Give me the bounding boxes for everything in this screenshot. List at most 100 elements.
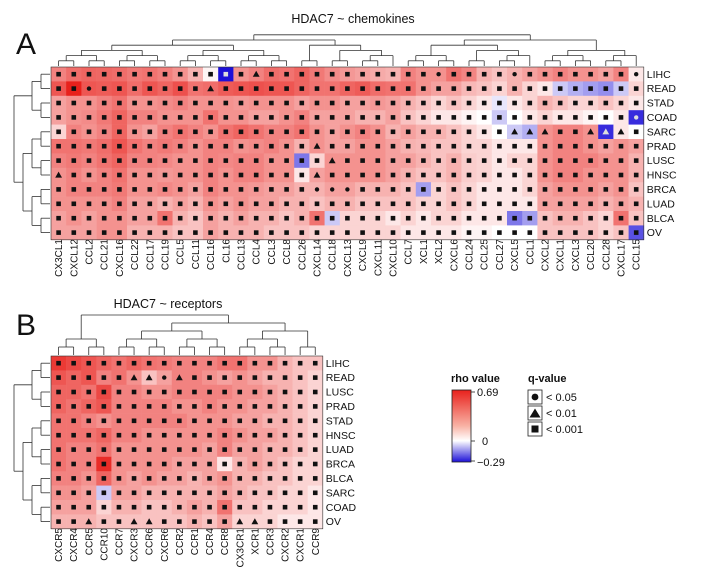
marker-square — [117, 100, 122, 106]
heatmap-frame — [50, 66, 645, 241]
marker-square — [208, 215, 213, 221]
marker-square — [222, 432, 227, 438]
marker-square — [116, 476, 122, 481]
marker-square — [451, 215, 457, 221]
heatmap-frame — [50, 355, 324, 530]
marker-square — [390, 158, 396, 163]
marker-square — [208, 187, 213, 192]
marker-square — [117, 230, 122, 235]
marker-square — [71, 418, 76, 424]
marker-square — [542, 187, 548, 192]
marker-square — [297, 375, 303, 380]
marker-square — [193, 187, 198, 192]
marker-square — [345, 129, 350, 135]
marker-square — [252, 490, 258, 496]
column-label: CCL7 — [404, 239, 415, 265]
marker-square — [56, 71, 61, 77]
marker-square — [603, 230, 609, 235]
marker-square — [86, 447, 92, 452]
marker-square — [147, 100, 153, 106]
marker-square — [481, 115, 487, 120]
marker-square — [421, 115, 426, 120]
marker-square — [56, 100, 61, 106]
panel-letter-b: B — [16, 309, 36, 342]
marker-square — [436, 143, 441, 149]
marker-triangle — [587, 128, 594, 135]
marker-square — [618, 115, 624, 120]
marker-square — [208, 201, 213, 207]
marker-square — [451, 71, 457, 77]
marker-square — [542, 158, 548, 163]
marker-square — [101, 432, 107, 438]
marker-square — [360, 201, 365, 207]
column-label: CCL27 — [495, 239, 506, 271]
marker-square — [421, 158, 426, 163]
marker-square — [237, 375, 243, 380]
marker-square — [101, 504, 107, 510]
marker-square — [527, 215, 533, 221]
marker-square — [253, 230, 259, 235]
marker-square — [282, 432, 288, 438]
marker-square — [238, 215, 244, 221]
marker-square — [282, 389, 288, 395]
marker-square — [375, 143, 381, 149]
marker-square — [345, 201, 350, 207]
marker-square — [312, 519, 318, 524]
marker-square — [177, 389, 182, 395]
marker-square — [284, 187, 289, 192]
marker-square — [603, 158, 609, 163]
marker-square — [512, 172, 517, 178]
marker-square — [284, 115, 289, 120]
marker-square — [269, 86, 274, 91]
marker-square — [132, 215, 137, 221]
marker-square — [71, 86, 77, 91]
marker-square — [56, 375, 61, 380]
column-label: CCL19 — [161, 239, 172, 271]
marker-square — [208, 129, 213, 135]
marker-square — [177, 71, 183, 77]
marker-square — [312, 418, 318, 424]
marker-square — [56, 158, 61, 163]
marker-square — [237, 432, 243, 438]
marker-square — [177, 418, 182, 424]
column-label: CCL11 — [191, 239, 202, 270]
marker-square — [512, 115, 517, 120]
marker-square — [223, 115, 229, 120]
marker-square — [252, 418, 258, 424]
marker-square — [86, 71, 92, 77]
row-label: LUAD — [647, 198, 675, 210]
marker-square — [421, 129, 426, 135]
marker-square — [390, 187, 396, 192]
marker-square — [222, 404, 227, 409]
marker-square — [421, 187, 426, 192]
marker-square — [192, 490, 197, 496]
marker-square — [451, 86, 457, 91]
marker-square — [86, 115, 92, 120]
row-label: BRCA — [326, 459, 355, 471]
marker-square — [588, 230, 593, 235]
marker-square — [329, 201, 335, 207]
marker-square — [282, 418, 288, 424]
marker-square — [253, 143, 259, 149]
marker-square — [223, 172, 229, 178]
marker-square — [312, 389, 318, 395]
marker-square — [162, 230, 168, 235]
marker-square — [132, 115, 137, 120]
column-label: CXCR1 — [296, 528, 307, 562]
marker-square — [390, 230, 396, 235]
marker-square — [297, 519, 303, 524]
marker-square — [588, 187, 593, 192]
marker-square — [497, 215, 502, 221]
marker-square — [71, 172, 77, 178]
marker-square — [131, 389, 137, 395]
column-label: CCL13 — [237, 239, 248, 271]
column-label: CXCL10 — [389, 239, 400, 277]
marker-square — [56, 230, 61, 235]
marker-square — [86, 375, 92, 380]
q-legend-square — [531, 425, 539, 433]
marker-square — [101, 230, 107, 235]
marker-square — [116, 375, 122, 380]
q-legend-label-005: < 0.05 — [546, 392, 577, 404]
marker-square — [101, 461, 107, 467]
marker-square — [56, 129, 61, 135]
